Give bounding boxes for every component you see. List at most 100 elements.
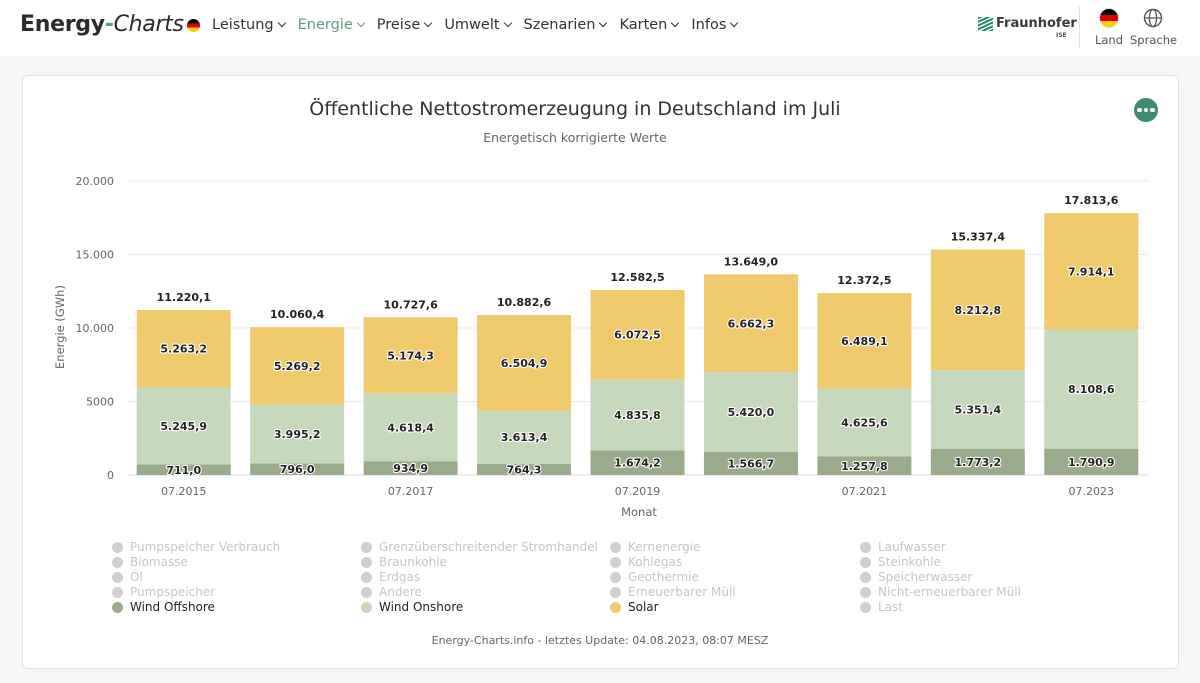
segment-value-label: 796,0: [280, 463, 315, 476]
credit-line: Energy-Charts.info - letztes Update: 04.…: [431, 634, 769, 647]
legend-label: Kernenergie: [628, 540, 701, 554]
legend-item[interactable]: Biomasse: [112, 555, 188, 569]
legend-item[interactable]: Grenzüberschreitender Stromhandel: [361, 540, 598, 554]
language-button[interactable]: Sprache: [1130, 8, 1178, 47]
nav-energie[interactable]: Energie: [297, 17, 365, 33]
bar-stack: [477, 315, 572, 475]
x-tick-label: 07.2019: [615, 485, 661, 498]
legend-item[interactable]: Andere: [361, 585, 422, 599]
legend-item[interactable]: Speicherwasser: [860, 570, 972, 584]
fraunhofer-logo[interactable]: Fraunhofer ISE: [978, 16, 1077, 39]
bar-segment-solar: [817, 293, 912, 389]
german-flag-icon: [186, 19, 200, 32]
logo-text-bold: Energy: [20, 12, 105, 37]
country-button[interactable]: Land: [1094, 8, 1124, 47]
nav-label: Energie: [297, 17, 353, 33]
legend-item[interactable]: Wind Onshore: [361, 600, 463, 614]
nav-label: Preise: [376, 17, 421, 33]
globe-icon: [1143, 8, 1163, 28]
nav-preise[interactable]: Preise: [376, 17, 433, 33]
segment-value-label: 1.674,2: [614, 457, 661, 470]
legend-marker-icon: [361, 571, 372, 583]
legend-item[interactable]: Pumpspeicher: [112, 585, 215, 599]
legend-label: Biomasse: [130, 555, 188, 569]
energy-charts-logo[interactable]: Energy-Charts: [20, 12, 200, 37]
bar-stack: [363, 317, 458, 475]
legend-marker-icon: [860, 541, 871, 553]
nav-umwelt[interactable]: Umwelt: [444, 17, 512, 33]
legend-item[interactable]: Last: [860, 600, 903, 614]
legend-label: Öl: [130, 570, 143, 584]
bar-segment-solar: [1044, 213, 1139, 330]
legend-item[interactable]: Braunkohle: [361, 555, 447, 569]
x-tick-label: 07.2017: [388, 485, 434, 498]
bar-segment-wind-offshore: [363, 461, 458, 475]
bar-segment-wind-offshore: [477, 463, 572, 475]
legend-item[interactable]: Erneuerbarer Müll: [610, 585, 736, 599]
bar-stack: [817, 293, 912, 475]
legend-label: Grenzüberschreitender Stromhandel: [379, 540, 598, 554]
segment-value-label: 1.566,7: [728, 457, 775, 470]
legend-item[interactable]: Steinkohle: [860, 555, 941, 569]
legend-label: Pumpspeicher: [130, 585, 216, 599]
legend-item[interactable]: Pumpspeicher Verbrauch: [112, 540, 280, 554]
legend-marker-icon: [112, 571, 123, 583]
legend-item[interactable]: Wind Offshore: [112, 600, 215, 614]
nav-szenarien[interactable]: Szenarien: [523, 17, 608, 33]
chart-menu-button[interactable]: [1134, 98, 1158, 122]
legend-item[interactable]: Nicht-erneuerbarer Müll: [860, 585, 1021, 599]
total-value-label: 13.649,0: [724, 255, 779, 268]
legend-marker-icon: [610, 556, 621, 568]
bar-segment-wind-offshore: [930, 448, 1025, 475]
bar-segment-solar: [930, 249, 1025, 371]
bar-segment-wind-offshore: [1044, 448, 1139, 475]
bar-segment-solar: [136, 310, 231, 388]
bar-segment-wind-onshore: [930, 370, 1025, 449]
bar-segment-wind-onshore: [1044, 329, 1139, 449]
nav-label: Infos: [691, 17, 727, 33]
legend-item[interactable]: Laufwasser: [860, 540, 946, 554]
bar-stack: [1044, 213, 1139, 475]
chart-subtitle: Energetisch korrigierte Werte: [483, 130, 667, 145]
segment-value-label: 7.914,1: [1068, 265, 1115, 278]
total-value-label: 15.337,4: [951, 231, 1006, 244]
segment-value-label: 5.174,3: [387, 349, 434, 362]
legend-item[interactable]: Kernenergie: [610, 540, 700, 554]
segment-value-label: 934,9: [393, 462, 428, 475]
bar-segment-wind-offshore: [590, 450, 685, 475]
bar-segment-wind-onshore: [477, 410, 572, 464]
bar-segment-wind-offshore: [817, 456, 912, 475]
main-nav: Leistung Energie Preise Umwelt Szenarien…: [212, 17, 739, 33]
legend-marker-icon: [361, 601, 372, 613]
nav-infos[interactable]: Infos: [691, 17, 739, 33]
legend-marker-icon: [860, 586, 871, 598]
legend-marker-icon: [361, 541, 372, 553]
legend-marker-icon: [860, 601, 871, 613]
bar-stack: [590, 290, 685, 475]
legend-item[interactable]: Kohlegas: [610, 555, 682, 569]
y-tick-label: 0: [107, 469, 114, 482]
legend-label: Last: [878, 600, 903, 614]
total-value-label: 10.727,6: [383, 298, 438, 311]
segment-value-label: 1.257,8: [841, 460, 888, 473]
y-tick-label: 5000: [86, 396, 114, 409]
legend-item[interactable]: Solar: [610, 600, 659, 614]
legend-item[interactable]: Öl: [112, 570, 143, 584]
segment-value-label: 3.995,2: [274, 428, 321, 441]
legend-label: Wind Onshore: [379, 600, 464, 614]
language-label: Sprache: [1130, 33, 1178, 47]
nav-label: Szenarien: [523, 17, 596, 33]
segment-value-label: 5.351,4: [955, 404, 1002, 417]
german-flag-icon: [1099, 8, 1119, 28]
bar-segment-wind-onshore: [250, 404, 345, 464]
nav-karten[interactable]: Karten: [619, 17, 680, 33]
legend-label: Erdgas: [379, 570, 421, 584]
total-value-label: 10.060,4: [270, 308, 325, 321]
legend-item[interactable]: Geothermie: [610, 570, 699, 584]
total-value-label: 10.882,6: [497, 296, 552, 309]
nav-leistung[interactable]: Leistung: [212, 17, 286, 33]
segment-value-label: 1.773,2: [955, 456, 1002, 469]
legend-item[interactable]: Erdgas: [361, 570, 420, 584]
bar-segment-solar: [590, 290, 685, 380]
legend-label: Steinkohle: [878, 555, 941, 569]
